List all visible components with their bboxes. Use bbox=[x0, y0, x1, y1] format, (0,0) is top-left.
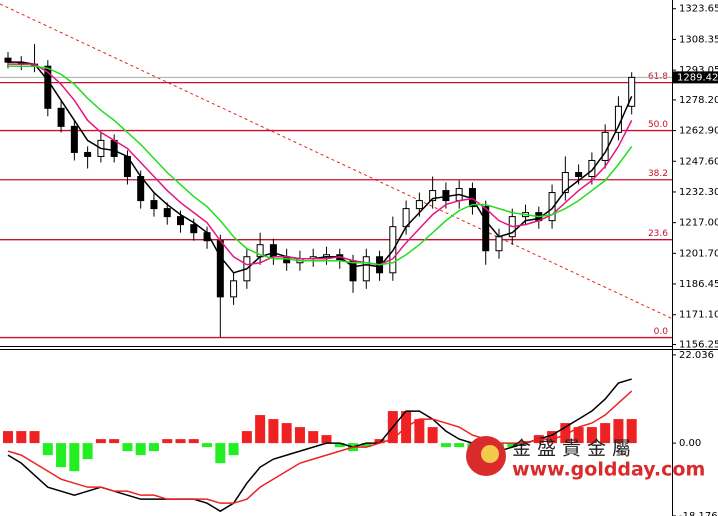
price-tag bbox=[673, 71, 718, 84]
histogram-bar bbox=[95, 439, 106, 444]
y-tick-label: 22.036 bbox=[679, 350, 714, 361]
histogram-bar bbox=[255, 415, 266, 444]
candle-body bbox=[57, 107, 65, 127]
histogram-bar bbox=[122, 443, 133, 452]
fib-label: 23.6 bbox=[648, 229, 668, 239]
histogram-bar bbox=[361, 443, 372, 448]
y-tick-label: 1186.45 bbox=[679, 279, 718, 290]
histogram-bar bbox=[69, 443, 80, 472]
ma-line bbox=[8, 61, 633, 274]
histogram-bar bbox=[42, 443, 53, 456]
candle-body bbox=[230, 280, 238, 298]
histogram-bar bbox=[613, 419, 624, 444]
histogram-bar bbox=[573, 427, 584, 444]
candle-body bbox=[349, 260, 357, 282]
histogram-bar bbox=[507, 443, 518, 448]
histogram-bar bbox=[440, 443, 451, 448]
y-tick-label: 1171.10 bbox=[679, 310, 718, 321]
histogram-bar bbox=[427, 427, 438, 444]
candle-body bbox=[429, 190, 437, 202]
histogram-bar bbox=[135, 443, 146, 456]
y-tick-label: 1308.35 bbox=[679, 34, 718, 45]
candle-body bbox=[362, 256, 370, 282]
watermark: 金盛貴金屬 www.goldday.com bbox=[466, 436, 705, 481]
candle-body bbox=[70, 125, 78, 153]
y-tick-label: 1217.00 bbox=[679, 218, 718, 229]
candle-body bbox=[482, 206, 490, 252]
histogram-bar bbox=[228, 443, 239, 456]
histogram-bar bbox=[520, 441, 531, 444]
candle-body bbox=[561, 172, 569, 194]
candle-body bbox=[44, 65, 52, 109]
candle-body bbox=[614, 105, 622, 133]
candle-body bbox=[84, 151, 92, 157]
histogram-bar bbox=[321, 435, 332, 444]
histogram-bar bbox=[188, 439, 199, 444]
histogram-bar bbox=[3, 431, 13, 444]
y-tick-label: 1247.60 bbox=[679, 156, 718, 167]
ma-line bbox=[8, 65, 633, 266]
y-tick-label: 1201.70 bbox=[679, 248, 718, 259]
histogram-bar bbox=[241, 431, 252, 444]
histogram-bar bbox=[600, 423, 611, 444]
y-tick-label: 1323.65 bbox=[679, 4, 718, 15]
histogram-bar bbox=[547, 431, 558, 444]
histogram-bar bbox=[268, 419, 279, 444]
histogram-bar bbox=[454, 443, 465, 448]
candle-body bbox=[110, 139, 118, 157]
fib-label: 0.0 bbox=[654, 327, 669, 337]
ma-line bbox=[7, 390, 633, 504]
y-tick-label: 1156.25 bbox=[679, 339, 718, 350]
candle-body bbox=[588, 159, 596, 178]
histogram-bar bbox=[334, 443, 345, 448]
candle-body bbox=[269, 244, 277, 258]
y-tick-label: 1232.30 bbox=[679, 187, 718, 198]
histogram-bar bbox=[16, 431, 27, 444]
histogram-bar bbox=[56, 443, 67, 468]
y-tick-label: 1278.20 bbox=[679, 95, 718, 106]
candle-body bbox=[216, 240, 224, 298]
trend-line bbox=[0, 3, 674, 320]
histogram-bar bbox=[162, 439, 173, 444]
candle-body bbox=[548, 192, 556, 222]
histogram-bar bbox=[414, 419, 425, 444]
histogram-bar bbox=[215, 443, 226, 464]
price-tag-label: 1289.42 bbox=[677, 72, 718, 83]
histogram-bar bbox=[308, 431, 319, 444]
y-tick-label: -18.176 bbox=[679, 511, 718, 516]
histogram-bar bbox=[175, 439, 186, 444]
logo bbox=[481, 445, 499, 463]
histogram-bar bbox=[374, 439, 385, 444]
histogram-bar bbox=[202, 443, 213, 448]
watermark-name: 金盛貴金屬 bbox=[512, 438, 637, 460]
y-tick-label: 1262.90 bbox=[679, 126, 718, 137]
candle-body bbox=[415, 200, 423, 210]
histogram-bar bbox=[281, 423, 292, 444]
candle-body bbox=[163, 208, 171, 218]
candle-body bbox=[575, 172, 583, 178]
candle-body bbox=[628, 76, 636, 107]
candle-body bbox=[150, 200, 158, 210]
candle-body bbox=[177, 216, 185, 226]
histogram-bar bbox=[294, 427, 305, 444]
histogram-bar bbox=[626, 419, 637, 444]
watermark-url: www.goldday.com bbox=[512, 459, 705, 481]
histogram-bar bbox=[82, 443, 93, 460]
ma-line bbox=[8, 63, 633, 266]
y-tick-label: 1293.05 bbox=[679, 65, 718, 76]
histogram-bar bbox=[29, 431, 40, 444]
fib-label: 38.2 bbox=[648, 169, 668, 179]
y-tick-label: 0.00 bbox=[679, 438, 701, 449]
fib-label: 50.0 bbox=[648, 120, 668, 130]
candle-body bbox=[495, 236, 503, 252]
candle-body bbox=[190, 224, 198, 234]
histogram-bar bbox=[109, 439, 120, 444]
histogram-bar bbox=[560, 423, 571, 444]
histogram-bar bbox=[148, 443, 159, 452]
histogram-bar bbox=[586, 427, 597, 444]
